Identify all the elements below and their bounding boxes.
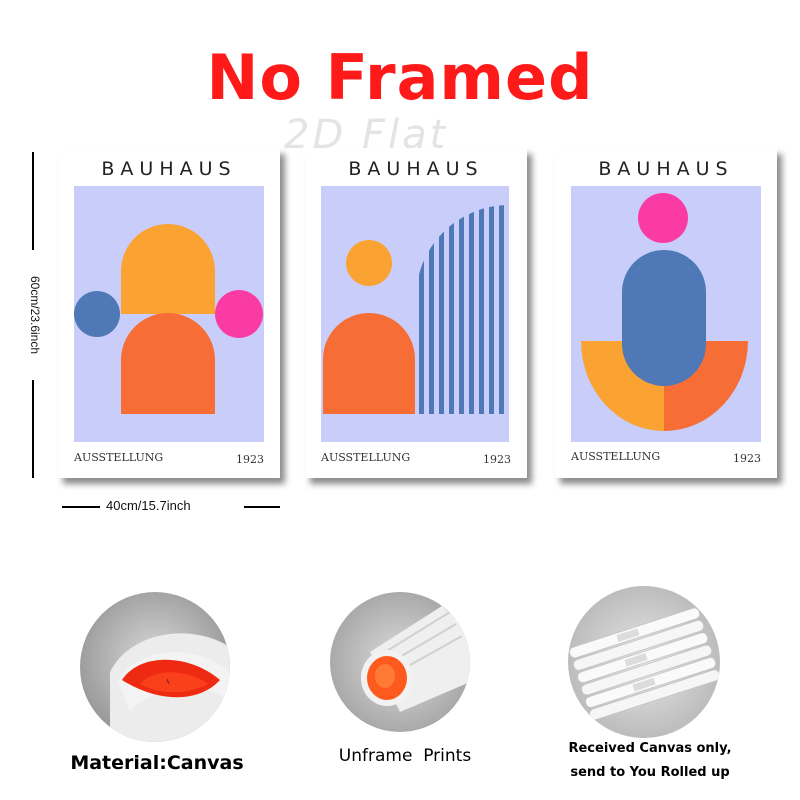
detail-photo-material: ϟ xyxy=(80,592,230,742)
detail-photo-rolled-print xyxy=(330,592,470,732)
poster-art-arches-circles xyxy=(74,186,264,442)
poster-art-sun-arch-stripes xyxy=(321,186,509,442)
width-line-left xyxy=(62,506,100,508)
poster-subtitle-left: AUSSTELLUNG xyxy=(571,450,661,463)
poster-subtitle-year: 1923 xyxy=(483,453,511,466)
poster-title: BAUHAUS xyxy=(348,158,484,180)
width-label: 40cm/15.7inch xyxy=(106,498,191,513)
svg-text:ϟ: ϟ xyxy=(166,679,170,686)
width-line-right xyxy=(244,506,280,508)
detail-photo-rolled-canvases xyxy=(568,586,720,738)
poster-1: BAUHAUS AUSSTELLUNG 1923 xyxy=(58,148,280,478)
height-label: 60cm/23.6inch xyxy=(28,275,42,355)
poster-2: BAUHAUS AUSSTELLUNG 1923 xyxy=(305,148,527,478)
caption-material: Material:Canvas xyxy=(70,752,244,774)
poster-subtitle-year: 1923 xyxy=(733,452,761,465)
caption-unframe: Unframe Prints xyxy=(338,746,472,766)
poster-subtitle-left: AUSSTELLUNG xyxy=(74,451,164,464)
poster-subtitle-year: 1923 xyxy=(236,453,264,466)
caption-received-line2: send to You Rolled up xyxy=(570,765,730,780)
poster-title: BAUHAUS xyxy=(598,158,734,180)
poster-subtitle-left: AUSSTELLUNG xyxy=(321,451,411,464)
height-line-top xyxy=(32,152,34,250)
headline-no-framed: No Framed xyxy=(206,41,594,114)
poster-title: BAUHAUS xyxy=(101,158,237,180)
poster-3: BAUHAUS AUSSTELLUNG 1923 xyxy=(555,148,777,478)
caption-received-line1: Received Canvas only, xyxy=(568,741,732,756)
width-dimension: 40cm/15.7inch xyxy=(62,498,280,514)
height-dimension: 60cm/23.6inch xyxy=(28,152,42,478)
poster-art-figure xyxy=(571,186,761,442)
height-line-bottom xyxy=(32,380,34,478)
